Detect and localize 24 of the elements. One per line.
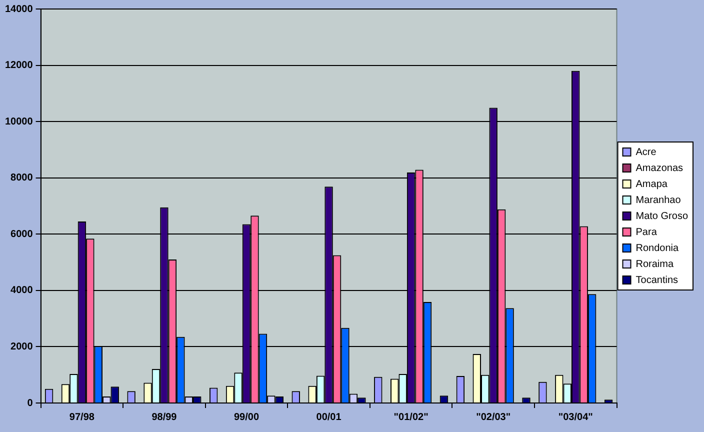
legend-label: Para xyxy=(636,226,658,238)
y-tick-label: 2000 xyxy=(10,341,34,352)
legend-label: Acre xyxy=(636,146,657,158)
y-tick-label: 14000 xyxy=(4,4,34,15)
legend-label: Roraima xyxy=(636,258,674,270)
y-tick-label: 12000 xyxy=(4,60,34,72)
y-tick-label: 4000 xyxy=(10,285,34,296)
x-tick-label: "01/02" xyxy=(394,412,429,423)
legend-label: Mato Groso xyxy=(636,210,688,222)
x-tick-label: 00/01 xyxy=(316,412,342,423)
x-tick-label: 99/00 xyxy=(234,412,260,423)
y-tick-label: 0 xyxy=(27,398,34,409)
x-tick-label: 98/99 xyxy=(152,412,178,423)
legend-label: Tocantins xyxy=(636,274,678,286)
y-tick-label: 10000 xyxy=(4,116,34,128)
y-tick-label: 8000 xyxy=(10,172,34,184)
y-tick-label: 6000 xyxy=(10,228,34,240)
x-tick-label: "03/04" xyxy=(558,412,594,423)
legend-label: Amapa xyxy=(636,178,668,190)
legend-label: Rondonia xyxy=(636,242,680,254)
x-tick-label: 97/98 xyxy=(69,412,95,423)
legend-label: Amazonas xyxy=(636,162,684,174)
x-tick-label: "02/03" xyxy=(476,412,511,423)
legend-label: Maranhao xyxy=(636,194,682,206)
